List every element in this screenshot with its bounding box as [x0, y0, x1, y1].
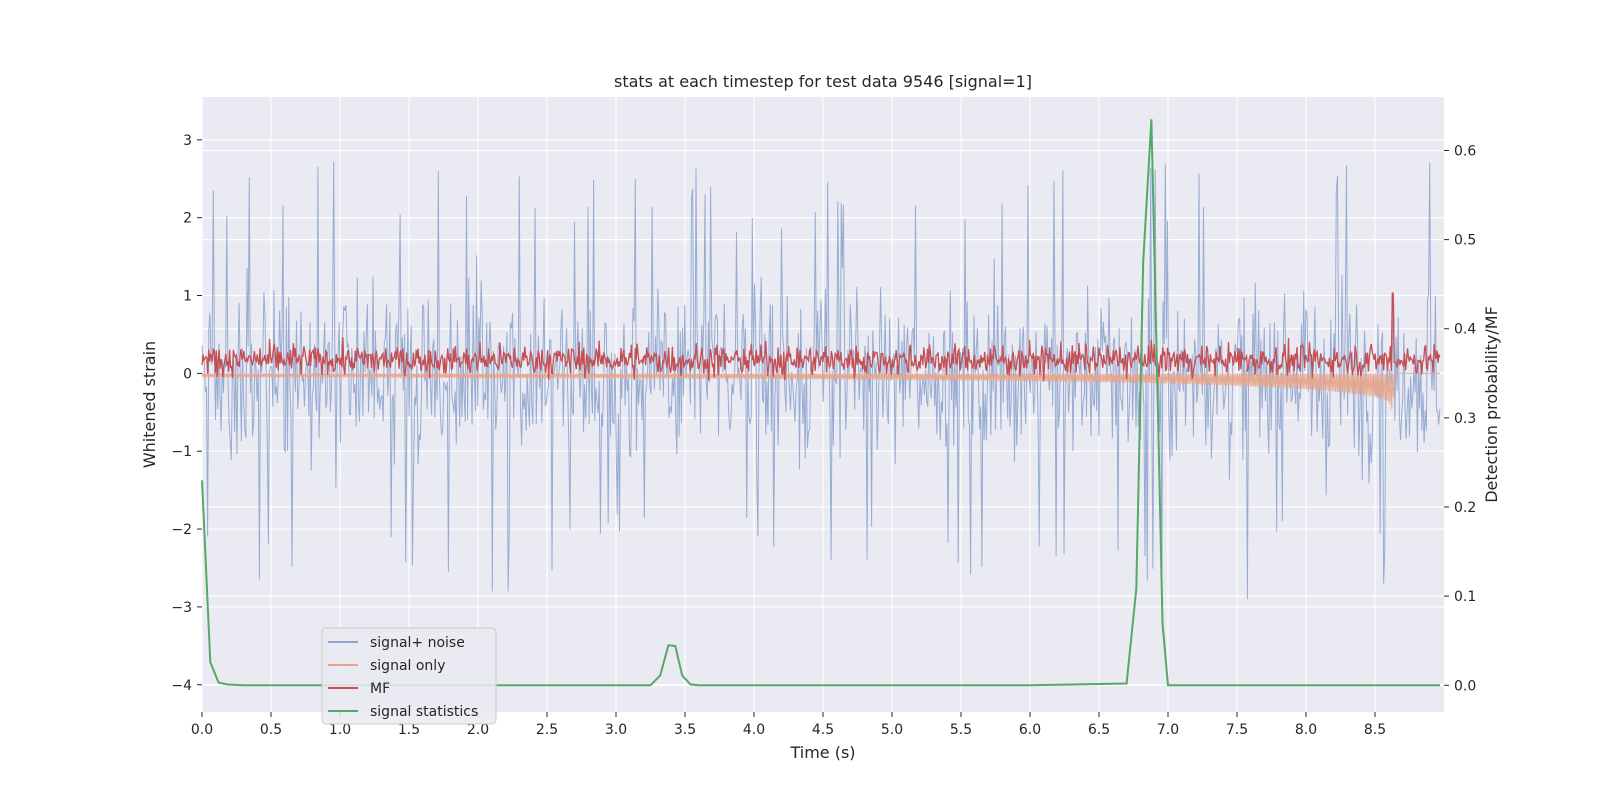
y-axis-right-title: Detection probability/MF: [1482, 306, 1501, 503]
y-left-tick-label: 1: [183, 289, 192, 305]
x-tick-label: 0.5: [260, 722, 282, 738]
x-tick-label: 6.0: [1019, 722, 1041, 738]
y-right-tick-label: 0.6: [1454, 143, 1476, 159]
x-tick-label: 0.0: [191, 722, 213, 738]
legend-label: signal only: [370, 658, 445, 674]
x-tick-label: 1.0: [329, 722, 351, 738]
y-right-tick-label: 0.5: [1454, 233, 1476, 249]
legend-label: signal+ noise: [370, 635, 465, 651]
y-left-tick-label: −2: [171, 522, 192, 538]
mf-line: [201, 292, 1441, 382]
y-right-tick-label: 0.0: [1454, 678, 1476, 694]
x-tick-label: 8.0: [1295, 722, 1317, 738]
x-tick-label: 1.5: [398, 722, 420, 738]
y-right-tick-label: 0.1: [1454, 589, 1476, 605]
y-right-tick-label: 0.2: [1454, 500, 1476, 516]
y-right-tick-label: 0.4: [1454, 322, 1476, 338]
legend: signal+ noise signal only MF signal statist…: [321, 627, 497, 725]
signal-only-line: [201, 372, 1440, 410]
x-tick-label: 4.5: [812, 722, 834, 738]
x-tick-label: 7.0: [1157, 722, 1179, 738]
x-tick-label: 2.5: [536, 722, 558, 738]
y-left-tick-label: −4: [171, 678, 192, 694]
x-tick-label: 2.0: [467, 722, 489, 738]
x-tick-label: 8.5: [1364, 722, 1386, 738]
y-axis-left-title: Whitened strain: [140, 341, 159, 468]
signal-noise-line: [201, 161, 1441, 600]
x-tick-label: 6.5: [1088, 722, 1110, 738]
y-left-tick-label: −1: [171, 444, 192, 460]
y-left-tick-label: 0: [183, 366, 192, 382]
y-left-tick-label: 3: [183, 133, 192, 149]
x-axis-title: Time (s): [789, 743, 855, 762]
x-tick-label: 3.5: [674, 722, 696, 738]
legend-label: signal statistics: [370, 704, 478, 720]
chart-title: stats at each timestep for test data 954…: [614, 72, 1032, 91]
y-right-tick-label: 0.3: [1454, 411, 1476, 427]
y-left-tick-label: −3: [171, 600, 192, 616]
axes: 0.0 0.5 1.0 1.5 2.0 2.5 3.0 3.5 4.0 4.5 5.0 5.5 6.0 6…: [171, 133, 1476, 738]
x-tick-label: 5.0: [881, 722, 903, 738]
legend-label: MF: [370, 681, 390, 697]
legend-box: [321, 627, 497, 725]
x-tick-label: 7.5: [1226, 722, 1248, 738]
x-tick-label: 5.5: [950, 722, 972, 738]
x-tick-label: 3.0: [605, 722, 627, 738]
y-left-tick-label: 2: [183, 211, 192, 227]
x-tick-label: 4.0: [743, 722, 765, 738]
